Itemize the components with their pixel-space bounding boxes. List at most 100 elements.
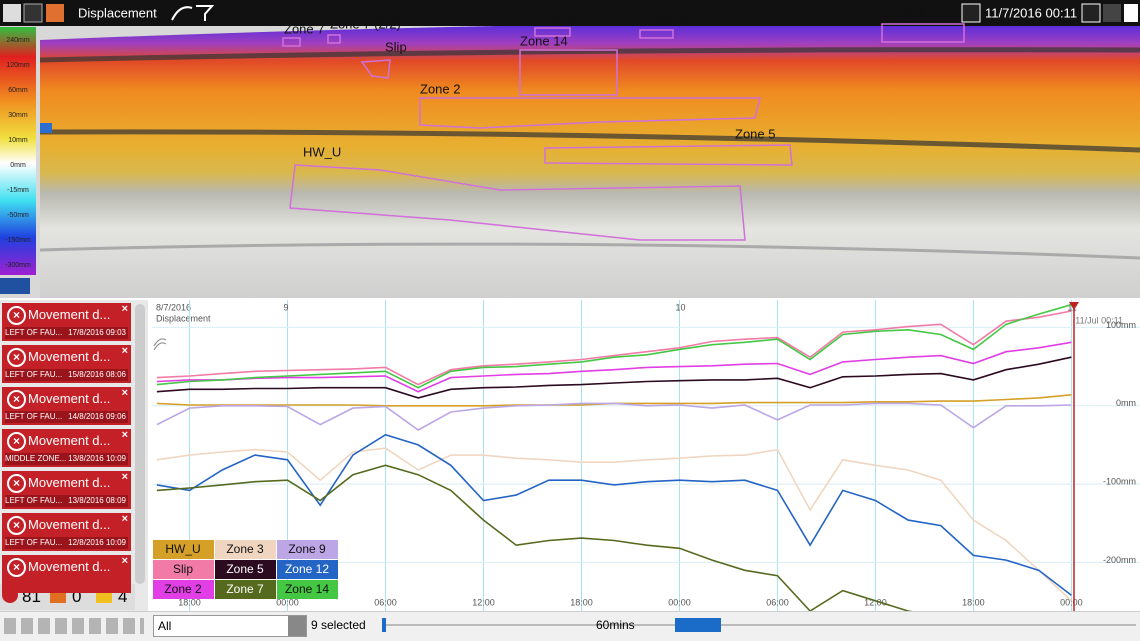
legend-label: Zone 12 — [285, 562, 329, 576]
alarm-time: 14/8/2016 09:06 — [68, 412, 126, 421]
x-tick-label: 00:00 — [276, 597, 299, 607]
slider-start[interactable] — [382, 618, 386, 632]
scale-label: -15mm — [7, 187, 29, 194]
close: × — [121, 555, 128, 567]
x-tick-label: 06:00 — [766, 597, 789, 607]
icon[interactable] — [1103, 4, 1121, 22]
legend-label: HW_U — [165, 542, 200, 556]
alarm-item[interactable]: × × Movement d... MIDDLE ZONE... 13/8/2016 1… — [2, 429, 131, 467]
chart: 8/7/2016 Displacement 11/Jul 00:11 18:00… — [148, 300, 1140, 611]
icon[interactable] — [3, 4, 21, 22]
datetime: 11/7/2016 00:11 — [985, 5, 1077, 20]
x-tick-label: 12:00 — [864, 597, 887, 607]
cursor-label: 11/Jul 00:11 — [1075, 315, 1123, 325]
alarm-time: 12/8/2016 10:09 — [68, 538, 126, 547]
filter-select[interactable]: All — [153, 615, 307, 637]
alarm-item[interactable]: × × Movement d... LEFT OF FAU... 14/8/2016 0… — [2, 387, 131, 425]
y-tick-label: 0mm — [1116, 398, 1136, 408]
dropdown-arrow[interactable] — [288, 616, 306, 636]
color-scale — [0, 27, 36, 275]
series-line — [156, 310, 1072, 386]
series-line — [156, 341, 1072, 393]
legend-swatch[interactable] — [277, 540, 338, 559]
alarm-item[interactable]: × × Movement d... LEFT OF FAU... 15/8/2016 0… — [2, 345, 131, 383]
3d-button[interactable] — [0, 278, 30, 294]
series-line — [156, 464, 913, 611]
icon[interactable] — [171, 6, 193, 21]
legend-swatch[interactable] — [153, 540, 214, 559]
alarm-title: Movement d... — [28, 475, 111, 490]
scale-marker[interactable] — [40, 123, 52, 133]
alarm-title: Movement d... — [28, 517, 111, 532]
bench — [39, 129, 1140, 153]
scrollbar[interactable] — [135, 304, 145, 584]
close: × — [121, 429, 128, 441]
legend-label: Zone 9 — [288, 542, 326, 556]
alarm-item[interactable]: × × Movement d... — [2, 555, 131, 593]
warning-count: 0 — [72, 587, 82, 606]
displacement-map: Displacement 11/7/2016 00:11 Zone 7 Zone … — [0, 0, 1140, 298]
slider-track — [384, 624, 1136, 626]
zone-outlines — [282, 23, 965, 241]
zone-label: Zone 14 — [520, 33, 568, 48]
alarm-icon: × — [7, 390, 26, 409]
caution-count: 4 — [118, 587, 128, 606]
scale-label: 60mm — [8, 87, 28, 94]
series-line — [156, 356, 1072, 399]
bottom-bar: All 9 selected 60mins — [0, 611, 1140, 641]
x-tick-label: 06:00 — [374, 597, 397, 607]
add[interactable] — [1124, 4, 1138, 22]
zone-label: HW_U — [303, 144, 341, 159]
next[interactable] — [1081, 3, 1101, 23]
layer-name[interactable]: Displacement — [78, 5, 157, 20]
legend-swatch[interactable] — [215, 560, 276, 579]
x-tick-label: 18:00 — [570, 597, 593, 607]
legend-swatch[interactable] — [277, 560, 338, 579]
alarm-title: Movement d... — [28, 433, 111, 448]
alarm-sub: LEFT OF FAU... 13/8/2016 08:09 — [5, 495, 128, 507]
icon — [153, 338, 167, 351]
scale-label: 120mm — [6, 62, 30, 69]
alarm-item[interactable]: × × Movement d... LEFT OF FAU... 12/8/2016 1… — [2, 513, 131, 551]
close: × — [121, 471, 128, 483]
legend-swatch[interactable] — [277, 580, 338, 599]
close: × — [121, 303, 128, 315]
alarm-time: 17/8/2016 09:03 — [68, 328, 126, 337]
alarm-zone: LEFT OF FAU... — [5, 328, 63, 337]
alarm-title: Movement d... — [28, 391, 111, 406]
alarm-item[interactable]: × × Movement d... LEFT OF FAU... 17/8/2016 0… — [2, 303, 131, 341]
alarm-time: 15/8/2016 08:06 — [68, 370, 126, 379]
icon[interactable] — [23, 3, 43, 23]
alarm-icon: × — [7, 348, 26, 367]
zone-labels: Zone 7 Zone 7 (2/2) Zone 3 Zone 12 Zone 9 Zon… — [284, 6, 925, 159]
legend-swatch[interactable] — [153, 560, 214, 579]
icon[interactable] — [46, 4, 64, 22]
prev[interactable] — [961, 3, 981, 23]
tool-icons[interactable] — [4, 618, 144, 634]
close: × — [121, 387, 128, 399]
slider-thumb[interactable] — [675, 618, 721, 632]
alarm-icon: × — [7, 516, 26, 535]
chart-subtitle: Displacement — [156, 313, 211, 323]
scale-label: -300mm — [5, 262, 31, 269]
legend: HW_U Zone 3 Zone 9 Slip Zone 5 Zone 12 Zone 2 Z… — [153, 540, 338, 599]
legend-swatch[interactable] — [215, 580, 276, 599]
cursor-handle — [1069, 302, 1079, 310]
alarm-item[interactable]: × × Movement d... LEFT OF FAU... 13/8/2016 0… — [2, 471, 131, 509]
scale-labels: 240mm 120mm 60mm 30mm 10mm 0mm -15mm -50mm -150m… — [5, 37, 31, 269]
chart-date: 8/7/2016 — [156, 302, 191, 312]
icon[interactable] — [196, 5, 215, 21]
lines — [156, 303, 1072, 611]
alarm-time: 13/8/2016 08:09 — [68, 496, 126, 505]
zone-label: Zone 7 — [284, 21, 324, 36]
legend-swatch[interactable] — [153, 580, 214, 599]
legend-label: Zone 5 — [226, 562, 264, 576]
legend-swatch[interactable] — [215, 540, 276, 559]
scale-label: -150mm — [5, 237, 31, 244]
y-tick-label: 100mm — [1106, 320, 1136, 330]
alarm-zone: LEFT OF FAU... — [5, 538, 63, 547]
alarm-icon: × — [7, 432, 26, 451]
series-line — [156, 433, 1072, 596]
alarm-title: Movement d... — [28, 307, 111, 322]
